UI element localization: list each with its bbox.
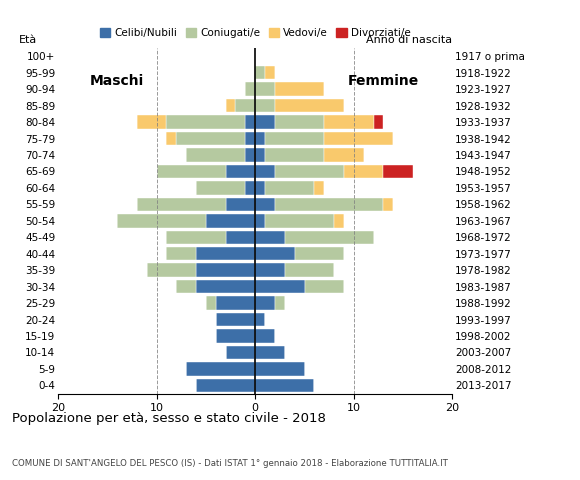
Text: Femmine: Femmine bbox=[348, 74, 419, 88]
Bar bbox=[255, 165, 275, 178]
Bar bbox=[265, 66, 275, 79]
Text: COMUNE DI SANT'ANGELO DEL PESCO (IS) - Dati ISTAT 1° gennaio 2018 - Elaborazione: COMUNE DI SANT'ANGELO DEL PESCO (IS) - D… bbox=[12, 459, 448, 468]
Bar bbox=[235, 99, 255, 112]
Bar bbox=[255, 379, 314, 392]
Bar bbox=[383, 198, 393, 211]
Bar bbox=[147, 264, 196, 277]
Bar bbox=[255, 181, 265, 194]
Bar bbox=[265, 132, 324, 145]
Bar bbox=[255, 230, 285, 244]
Bar bbox=[137, 198, 226, 211]
Bar bbox=[196, 280, 255, 293]
Bar bbox=[255, 115, 275, 129]
Bar bbox=[245, 115, 255, 129]
Bar bbox=[226, 346, 255, 359]
Text: Popolazione per età, sesso e stato civile - 2018: Popolazione per età, sesso e stato civil… bbox=[12, 412, 325, 425]
Bar bbox=[196, 181, 245, 194]
Bar bbox=[176, 280, 196, 293]
Bar bbox=[255, 247, 295, 261]
Bar bbox=[226, 230, 255, 244]
Bar bbox=[304, 280, 344, 293]
Bar bbox=[166, 230, 226, 244]
Bar bbox=[314, 181, 324, 194]
Bar bbox=[166, 247, 196, 261]
Bar bbox=[255, 264, 285, 277]
Bar bbox=[275, 165, 344, 178]
Bar bbox=[255, 280, 304, 293]
Bar bbox=[245, 181, 255, 194]
Bar bbox=[226, 198, 255, 211]
Bar bbox=[324, 115, 374, 129]
Bar bbox=[275, 83, 324, 96]
Bar bbox=[255, 313, 265, 326]
Bar bbox=[196, 379, 255, 392]
Bar bbox=[216, 313, 255, 326]
Bar bbox=[255, 329, 275, 343]
Bar bbox=[255, 198, 275, 211]
Bar bbox=[186, 362, 255, 376]
Bar bbox=[255, 66, 265, 79]
Bar bbox=[255, 132, 265, 145]
Bar bbox=[245, 132, 255, 145]
Text: Età: Età bbox=[19, 35, 37, 45]
Bar bbox=[196, 247, 255, 261]
Bar bbox=[166, 132, 176, 145]
Bar bbox=[255, 148, 265, 162]
Bar bbox=[324, 148, 364, 162]
Text: Maschi: Maschi bbox=[90, 74, 144, 88]
Bar bbox=[255, 362, 304, 376]
Bar bbox=[206, 214, 255, 228]
Bar bbox=[374, 115, 383, 129]
Bar bbox=[216, 329, 255, 343]
Bar bbox=[255, 99, 275, 112]
Bar bbox=[245, 148, 255, 162]
Bar bbox=[137, 115, 166, 129]
Bar bbox=[176, 132, 245, 145]
Legend: Celibi/Nubili, Coniugati/e, Vedovi/e, Divorziati/e: Celibi/Nubili, Coniugati/e, Vedovi/e, Di… bbox=[96, 24, 415, 42]
Bar bbox=[196, 264, 255, 277]
Bar bbox=[334, 214, 344, 228]
Bar bbox=[245, 83, 255, 96]
Bar bbox=[324, 132, 393, 145]
Bar bbox=[226, 165, 255, 178]
Bar bbox=[265, 214, 334, 228]
Bar bbox=[117, 214, 206, 228]
Bar bbox=[255, 214, 265, 228]
Bar bbox=[383, 165, 413, 178]
Bar bbox=[344, 165, 383, 178]
Bar bbox=[275, 198, 383, 211]
Bar bbox=[216, 296, 255, 310]
Bar bbox=[275, 99, 344, 112]
Bar bbox=[166, 115, 245, 129]
Bar bbox=[255, 296, 275, 310]
Bar bbox=[285, 264, 334, 277]
Bar bbox=[275, 115, 324, 129]
Bar bbox=[255, 346, 285, 359]
Bar bbox=[206, 296, 216, 310]
Bar bbox=[265, 148, 324, 162]
Bar bbox=[255, 83, 275, 96]
Text: Anno di nascita: Anno di nascita bbox=[367, 35, 452, 45]
Bar bbox=[275, 296, 285, 310]
Bar bbox=[265, 181, 314, 194]
Bar bbox=[186, 148, 245, 162]
Bar bbox=[285, 230, 374, 244]
Bar bbox=[157, 165, 226, 178]
Bar bbox=[226, 99, 235, 112]
Bar bbox=[295, 247, 344, 261]
